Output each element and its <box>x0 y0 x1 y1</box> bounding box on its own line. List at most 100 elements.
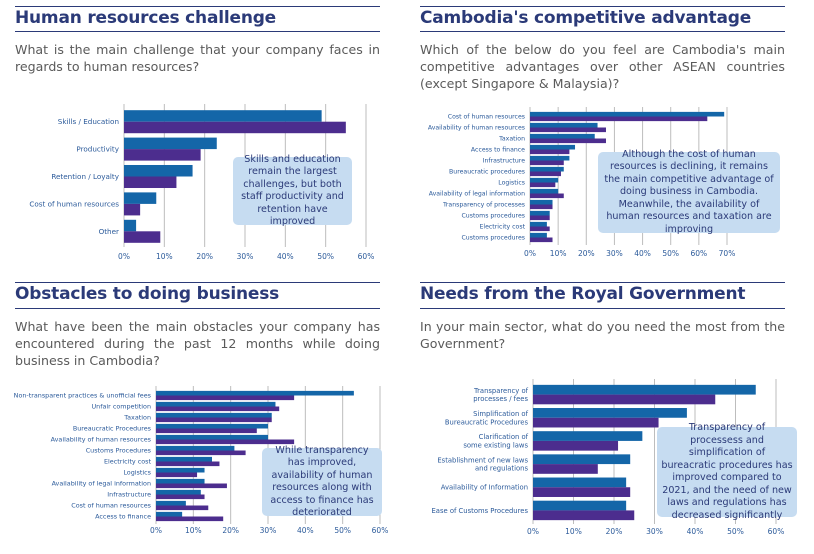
bar-series-b <box>530 116 708 122</box>
title-rule-bottom <box>15 308 380 309</box>
category-label: processes / fees <box>473 395 528 403</box>
bar-series-a <box>156 445 235 451</box>
panel-title: Human resources challenge <box>15 8 277 28</box>
bar-series-a <box>530 133 595 139</box>
category-label: Cost of human resources <box>71 502 151 510</box>
x-tick-label: 20% <box>196 252 213 261</box>
bar-series-a <box>530 155 570 161</box>
category-label: Availability of human resources <box>428 125 525 132</box>
bar-series-a <box>530 232 547 238</box>
x-tick-label: 0% <box>118 252 130 261</box>
bar-series-a <box>530 144 576 150</box>
bar-series-a <box>156 412 272 418</box>
x-tick-label: 10% <box>565 527 582 536</box>
bar-series-a <box>156 511 183 517</box>
category-label: Non-transparent practices & unofficial f… <box>14 392 152 400</box>
x-tick-label: 50% <box>662 249 679 258</box>
category-label: Simplification of <box>473 410 528 418</box>
x-tick-label: 30% <box>260 526 277 535</box>
bar-series-a <box>530 122 598 128</box>
bar-series-a <box>156 401 276 407</box>
bar-series-b <box>530 215 550 221</box>
x-tick-label: 60% <box>372 526 389 535</box>
x-tick-label: 0% <box>527 527 539 536</box>
title-rule-top <box>420 6 785 7</box>
category-label: Cost of human resources <box>448 114 525 121</box>
x-tick-label: 60% <box>691 249 708 258</box>
annotation-box: Although the cost of human resources is … <box>598 149 780 235</box>
bar-series-a <box>124 164 193 177</box>
x-tick-label: 10% <box>156 252 173 261</box>
category-label: Cost of human resources <box>29 199 119 208</box>
x-tick-label: 50% <box>334 526 351 535</box>
category-label: Productivity <box>76 145 119 154</box>
category-label: Customs Procedures <box>86 447 152 455</box>
category-label: Skills / Education <box>58 117 119 126</box>
bar-series-b <box>124 231 161 243</box>
bar-series-b <box>533 487 631 497</box>
category-label: Taxation <box>123 414 151 422</box>
bar-series-b <box>156 450 246 456</box>
bar-series-a <box>156 423 268 429</box>
bar-series-a <box>533 477 627 488</box>
bar-series-b <box>156 406 280 412</box>
bar-series-a <box>530 188 559 194</box>
category-label: Transparency of processes <box>442 202 525 209</box>
x-tick-label: 20% <box>222 526 239 535</box>
panel-title: Obstacles to doing business <box>15 284 280 304</box>
x-tick-label: 0% <box>524 249 536 258</box>
x-tick-label: 20% <box>578 249 595 258</box>
bar-series-b <box>533 440 619 451</box>
category-label: Access to finance <box>95 513 151 521</box>
bar-series-a <box>124 110 322 122</box>
bar-series-a <box>124 192 157 204</box>
bar-series-a <box>530 199 553 205</box>
bar-series-b <box>530 149 570 155</box>
x-tick-label: 70% <box>719 249 736 258</box>
category-label: Taxation <box>498 136 525 143</box>
bar-series-b <box>530 138 606 144</box>
bar-series-b <box>156 516 224 522</box>
category-label: Availability of Information <box>441 484 528 492</box>
category-label: Access to finance <box>471 147 525 154</box>
bar-series-b <box>530 127 606 133</box>
category-label: Availability of legal information <box>52 480 151 488</box>
x-tick-label: 50% <box>317 252 334 261</box>
bar-series-b <box>530 160 564 166</box>
panel-question: In your main sector, what do you need th… <box>420 319 785 351</box>
bar-series-a <box>530 166 564 172</box>
panel-title: Needs from the Royal Government <box>420 284 746 304</box>
bar-series-a <box>156 500 186 506</box>
bar-series-b <box>533 510 635 521</box>
bar-series-a <box>533 408 687 418</box>
bar-series-b <box>156 461 220 467</box>
bar-series-b <box>124 176 177 189</box>
bar-series-b <box>156 472 198 478</box>
bar-series-b <box>530 171 561 177</box>
bar-series-b <box>124 149 201 161</box>
bar-series-a <box>156 434 268 440</box>
annotation-box: Transparency of processess and simplific… <box>657 422 797 521</box>
category-label: some existing laws <box>463 441 528 449</box>
category-label: Ease of Customs Procedures <box>432 507 529 515</box>
bar-series-a <box>530 111 725 117</box>
x-tick-label: 40% <box>687 527 704 536</box>
category-label: Transparency of <box>473 387 529 395</box>
annotation-box: Skills and education remain the largest … <box>233 154 352 227</box>
bar-series-a <box>156 467 205 473</box>
bar-series-b <box>156 428 257 434</box>
bar-series-b <box>156 483 227 489</box>
category-label: Unfair competition <box>92 403 152 411</box>
bar-series-b <box>124 121 346 134</box>
x-tick-label: 30% <box>237 252 254 261</box>
bar-series-b <box>533 394 716 405</box>
title-rule-bottom <box>15 31 380 32</box>
title-rule-top <box>15 282 380 283</box>
bar-series-a <box>124 137 217 150</box>
x-tick-label: 30% <box>646 527 663 536</box>
title-rule-bottom <box>420 31 785 32</box>
bar-series-a <box>533 384 756 395</box>
bar-series-a <box>156 478 205 484</box>
bar-series-b <box>533 417 659 428</box>
bar-series-a <box>530 177 559 183</box>
